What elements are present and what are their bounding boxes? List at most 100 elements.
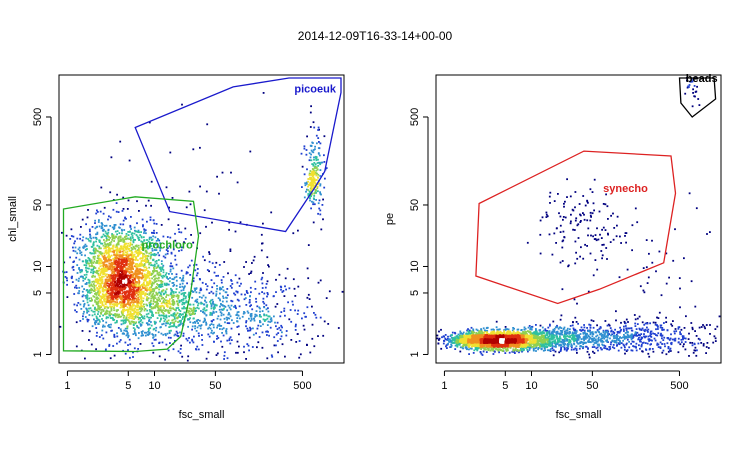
data-point <box>116 335 119 338</box>
data-point <box>141 274 144 277</box>
data-point <box>142 282 145 284</box>
data-point <box>667 337 670 340</box>
data-point <box>315 189 317 192</box>
data-point <box>95 308 97 311</box>
data-point <box>115 267 118 270</box>
data-point <box>151 342 154 345</box>
data-point <box>129 322 132 325</box>
data-point <box>121 275 124 277</box>
data-point <box>104 281 107 284</box>
data-point <box>204 299 206 302</box>
data-point <box>172 308 175 310</box>
data-point <box>98 258 101 261</box>
data-point <box>577 322 579 325</box>
data-point <box>598 344 601 347</box>
data-point <box>165 322 168 325</box>
data-point <box>115 249 118 251</box>
data-point <box>89 235 92 237</box>
data-point <box>162 312 165 315</box>
data-point <box>188 307 191 310</box>
data-point <box>283 310 286 312</box>
data-point <box>90 265 93 268</box>
data-point <box>243 311 246 314</box>
data-point <box>226 288 229 290</box>
data-point <box>78 277 80 280</box>
data-point <box>635 349 638 352</box>
data-point <box>131 280 134 283</box>
y-tick-label: 500 <box>32 108 44 126</box>
data-point <box>113 284 115 286</box>
data-point <box>189 274 192 276</box>
data-point <box>665 353 668 356</box>
data-point <box>472 329 475 332</box>
data-point <box>263 313 265 316</box>
data-point <box>261 346 264 349</box>
data-point <box>665 321 668 323</box>
data-point <box>170 329 172 332</box>
data-point <box>312 168 315 171</box>
data-point <box>259 314 261 316</box>
data-point <box>248 336 251 339</box>
data-point <box>154 301 156 303</box>
data-point <box>136 312 139 314</box>
data-point <box>153 222 156 225</box>
data-point <box>84 357 86 360</box>
data-point <box>633 334 636 337</box>
data-point <box>483 329 486 332</box>
data-point <box>283 307 286 310</box>
data-point <box>138 239 140 241</box>
data-point <box>691 105 694 108</box>
data-point <box>316 172 318 175</box>
data-point <box>603 344 605 347</box>
data-point <box>96 211 99 213</box>
data-point <box>140 262 142 265</box>
data-point <box>88 314 91 316</box>
data-point <box>92 272 95 275</box>
data-point <box>94 219 96 222</box>
data-point <box>642 289 645 292</box>
data-point <box>150 316 152 319</box>
data-point <box>319 213 322 216</box>
data-point <box>151 290 154 292</box>
data-point <box>205 314 208 317</box>
data-point <box>138 332 140 334</box>
data-point <box>155 303 158 305</box>
data-point <box>315 167 318 169</box>
data-point <box>109 299 112 301</box>
data-point <box>136 259 139 262</box>
data-point <box>188 313 191 316</box>
data-point <box>592 333 595 335</box>
data-point <box>626 349 629 351</box>
data-point <box>577 342 580 345</box>
data-point <box>217 274 219 277</box>
data-point <box>310 185 313 188</box>
data-point <box>544 349 546 352</box>
data-point <box>134 322 137 325</box>
data-point <box>625 350 628 352</box>
data-point <box>227 304 230 307</box>
data-point <box>627 321 629 323</box>
data-point <box>215 311 218 313</box>
data-point <box>609 343 612 346</box>
data-point <box>102 266 105 269</box>
data-point <box>157 309 159 312</box>
data-point <box>145 331 147 334</box>
data-point <box>100 334 103 337</box>
data-point <box>598 210 601 213</box>
data-point <box>165 186 168 189</box>
data-point <box>616 224 618 227</box>
data-point <box>632 340 635 343</box>
data-point <box>175 288 178 290</box>
data-point <box>313 198 315 201</box>
data-point <box>157 238 159 240</box>
data-point <box>268 265 270 268</box>
data-point <box>131 320 134 323</box>
data-point <box>109 266 111 269</box>
data-point <box>95 262 97 264</box>
data-point <box>205 301 208 304</box>
data-point <box>199 325 202 327</box>
data-point <box>712 341 715 344</box>
data-point <box>560 344 562 347</box>
data-point <box>166 322 169 325</box>
data-point <box>132 284 134 287</box>
